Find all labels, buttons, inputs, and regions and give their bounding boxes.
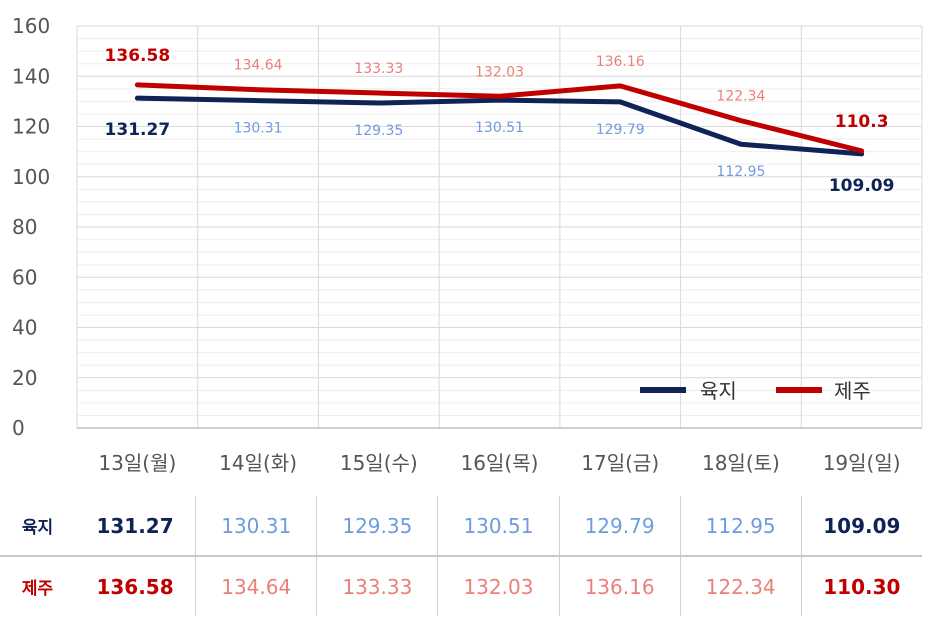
x-tick-label: 14일(화): [219, 451, 297, 475]
y-tick-label: 80: [12, 215, 37, 239]
table-cell: 134.64: [195, 556, 317, 616]
data-table: 육지 131.27 130.31 129.35 130.51 129.79 11…: [0, 496, 922, 616]
data-label: 132.03: [475, 64, 524, 80]
x-tick-label: 16일(목): [461, 451, 539, 475]
y-tick-label: 160: [12, 14, 50, 38]
series-lines: [134, 82, 865, 157]
y-tick-label: 0: [12, 416, 25, 440]
y-tick-label: 120: [12, 115, 50, 139]
data-label: 129.79: [596, 122, 645, 138]
legend-label-series-1: 육지: [700, 379, 737, 403]
table-cell: 136.16: [558, 556, 681, 616]
data-label: 136.58: [105, 46, 171, 66]
x-tick-label: 18일(토): [702, 451, 780, 475]
y-tick-label: 40: [12, 316, 37, 340]
data-label: 136.16: [596, 54, 645, 70]
y-tick-label: 100: [12, 165, 50, 189]
table-cell: 133.33: [316, 556, 438, 616]
data-label: 130.51: [475, 120, 524, 136]
table-cell: 130.31: [195, 496, 317, 557]
chart-legend: 육지 제주: [640, 379, 871, 403]
line-chart: 0 20 40 60 80 100 120 140 160 13일(월) 14일(화) 15일(수)…: [12, 14, 923, 475]
table-cell: 130.51: [437, 496, 559, 557]
y-tick-label: 20: [12, 366, 37, 390]
data-label: 130.31: [234, 121, 283, 137]
x-tick-label: 19일(일): [823, 451, 901, 475]
data-label: 133.33: [354, 61, 403, 77]
data-labels: 131.27 130.31 129.35 130.51 129.79 112.95 109.…: [105, 46, 895, 196]
data-label: 122.34: [716, 89, 765, 105]
table-cell: 112.95: [679, 496, 802, 557]
data-label: 129.35: [354, 123, 403, 139]
table-row: 육지 131.27 130.31 129.35 130.51 129.79 11…: [0, 496, 922, 557]
x-tick-label: 15일(수): [340, 451, 418, 475]
y-tick-label: 60: [12, 265, 37, 289]
table-cell: 131.27: [74, 496, 196, 557]
data-label: 131.27: [105, 120, 171, 140]
legend-label-series-2: 제주: [834, 379, 871, 403]
row-label: 제주: [21, 579, 54, 599]
row-label: 육지: [0, 496, 75, 557]
x-tick-label: 13일(월): [98, 451, 176, 475]
y-tick-label: 140: [12, 64, 50, 88]
data-label: 110.3: [835, 112, 889, 132]
data-label: 112.95: [716, 164, 765, 180]
data-label: 109.09: [829, 176, 895, 196]
table-cell: 110.30: [800, 556, 922, 616]
table-cell: 122.34: [679, 556, 802, 616]
table-cell: 129.79: [558, 496, 681, 557]
table-row: 제주 136.58 134.64 133.33 132.03 136.16 12…: [0, 556, 922, 616]
y-axis: 0 20 40 60 80 100 120 140 160: [12, 14, 50, 440]
data-label: 134.64: [234, 58, 283, 74]
table-cell: 132.03: [437, 556, 559, 616]
x-tick-label: 17일(금): [581, 451, 659, 475]
series-line-1: [134, 95, 865, 157]
table-cell: 109.09: [800, 496, 922, 557]
series-line-2: [134, 82, 865, 154]
x-axis: 13일(월) 14일(화) 15일(수) 16일(목) 17일(금) 18일(토) 19일(…: [98, 451, 900, 475]
table-cell: 129.35: [316, 496, 438, 557]
table-cell: 136.58: [96, 574, 174, 599]
chart-grid: [76, 25, 923, 429]
